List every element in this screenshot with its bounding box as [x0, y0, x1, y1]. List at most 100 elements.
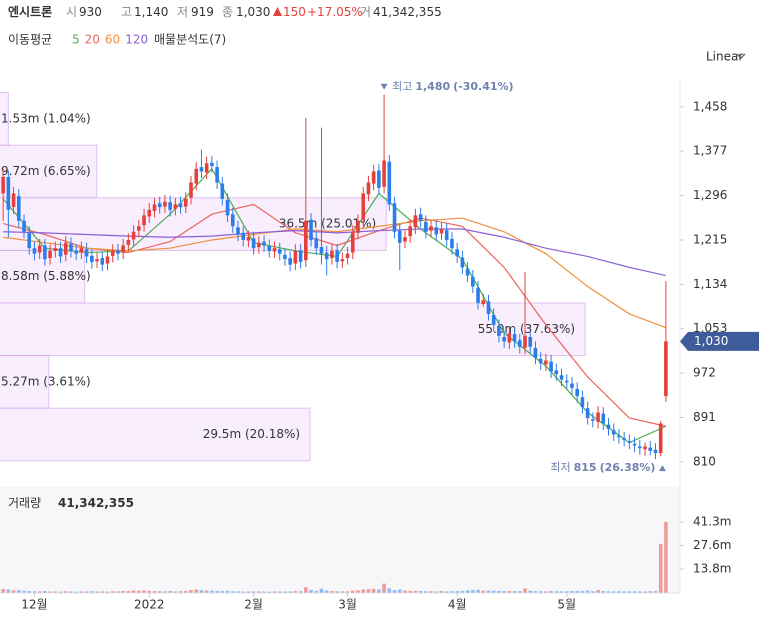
candle-body	[465, 268, 470, 276]
volume-bar	[554, 591, 559, 593]
candle-body	[58, 248, 63, 257]
volume-bar	[664, 521, 668, 593]
volume-bar	[131, 590, 136, 593]
profile-label: 8.58m (5.88%)	[1, 269, 91, 283]
profile-label: 5.27m (3.61%)	[1, 374, 91, 388]
y-tick-label: 41.3m	[693, 514, 731, 528]
volume-bar	[314, 590, 319, 593]
annotation-change: (-30.41%)	[453, 80, 513, 93]
candle-body	[277, 249, 282, 254]
profile-title[interactable]: 매물분석도(7)	[154, 33, 226, 47]
candle-body	[11, 193, 16, 208]
candle-body	[110, 250, 115, 256]
volume-bar	[319, 588, 324, 593]
candle-body	[476, 287, 480, 303]
volume-bar	[528, 590, 533, 593]
high-value: 1,140	[134, 5, 168, 19]
candle-body	[575, 388, 579, 397]
volume-bar	[403, 590, 407, 593]
volume-bar	[570, 591, 574, 593]
candle-body	[502, 336, 506, 342]
y-tick-label: 972	[693, 366, 716, 380]
candle-body	[617, 435, 621, 438]
volume-bar	[84, 591, 89, 593]
candle-body	[335, 250, 339, 262]
candle-body	[658, 423, 663, 454]
volume-bar	[596, 590, 600, 593]
candle-body	[189, 182, 193, 198]
candle-body	[361, 193, 366, 220]
candle-body	[152, 204, 157, 211]
candle-body	[512, 334, 517, 342]
volume-latest: 41,342,355	[58, 496, 134, 510]
volume-bar	[460, 590, 465, 593]
volume-bar	[6, 589, 11, 593]
volume-bar	[204, 590, 209, 593]
candle-body	[549, 361, 553, 372]
volume-bar	[361, 589, 366, 593]
candle-body	[131, 231, 136, 240]
y-tick-label: 1,296	[693, 188, 727, 202]
candle-body	[533, 347, 538, 358]
candle-body	[199, 167, 204, 172]
volume-bar	[225, 590, 230, 593]
y-tick-label: 27.6m	[693, 538, 731, 552]
candle-body	[554, 370, 559, 375]
candle-body	[37, 245, 42, 253]
candle-body	[408, 226, 412, 237]
candle-body	[183, 198, 188, 207]
candle-body	[638, 446, 642, 449]
candle-body	[601, 413, 606, 424]
annotation: 최고 1,480 (-30.41%)	[392, 80, 513, 93]
candle-body	[246, 237, 251, 241]
change-value: 150	[283, 5, 306, 19]
volume-bar	[11, 590, 16, 593]
volume-bar	[559, 591, 564, 593]
candle-body	[585, 408, 590, 419]
annotation-marker	[380, 83, 388, 90]
annotation-value: 815	[574, 461, 597, 474]
volume-bar	[497, 590, 501, 593]
dropdown-chevron[interactable]	[736, 53, 746, 59]
low-label: 저	[177, 5, 188, 19]
candle-body	[664, 341, 668, 397]
volume-bar	[382, 583, 386, 593]
volume-bar	[262, 591, 266, 593]
volume-bar	[611, 591, 616, 593]
candle-body	[324, 252, 329, 260]
candle-body	[215, 167, 219, 183]
candle-body	[32, 248, 37, 254]
volume-bar	[653, 591, 658, 593]
volume-bar	[267, 591, 272, 593]
candle-body	[330, 250, 334, 259]
candle-body	[345, 253, 350, 259]
volume-bar	[298, 591, 303, 593]
volume-bar	[471, 590, 475, 593]
volume-bar	[126, 590, 131, 593]
scale-mode[interactable]: Linear	[706, 50, 743, 64]
volume-bar	[163, 591, 167, 593]
volume-bar	[481, 590, 486, 593]
candle-body	[627, 441, 632, 443]
candle-body	[611, 430, 616, 435]
x-tick-label: 4월	[448, 598, 467, 612]
volume-bar	[241, 591, 245, 593]
volume-bar	[580, 591, 585, 593]
candle-body	[528, 336, 533, 347]
open-label: 시	[66, 5, 77, 19]
candle-body	[288, 258, 292, 265]
volume-bar	[215, 590, 219, 593]
candle-body	[471, 276, 475, 287]
candle-body	[283, 254, 287, 260]
volume-bar	[523, 588, 527, 593]
volume-bar	[601, 591, 606, 593]
volume-bar	[220, 591, 225, 593]
volume-bar	[74, 591, 78, 593]
candle-body	[168, 202, 172, 210]
volume-bar	[210, 590, 214, 593]
candle-body	[319, 247, 324, 254]
volume-bar	[1, 589, 5, 593]
low-value: 919	[191, 5, 214, 19]
candle-body	[497, 325, 501, 336]
volume-bar	[429, 591, 433, 593]
